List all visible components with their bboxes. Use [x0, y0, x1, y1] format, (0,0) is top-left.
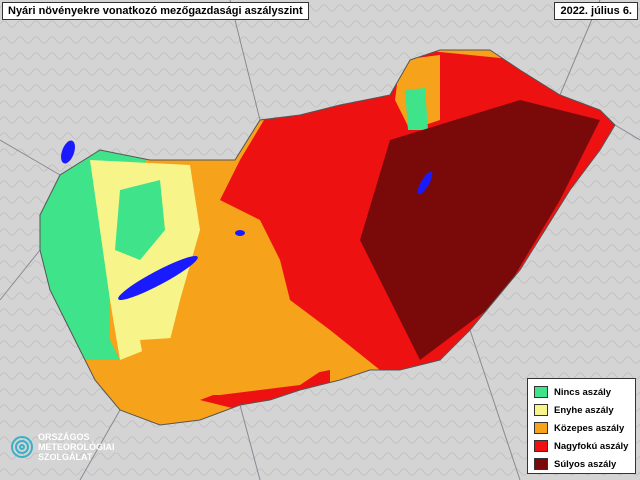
hungary-outline [39, 49, 616, 426]
legend-label: Nagyfokú aszály [554, 440, 629, 452]
logo-line: ORSZÁGOS [38, 432, 90, 442]
legend-item: Nagyfokú aszály [534, 439, 628, 453]
logo-line: METEOROLÓGIAI [38, 442, 115, 452]
legend-swatch [534, 404, 548, 416]
legend-swatch [534, 458, 548, 470]
logo: ORSZÁGOS METEOROLÓGIAI SZOLGÁLAT [10, 432, 115, 462]
legend-swatch [534, 386, 548, 398]
region [40, 140, 160, 360]
region [405, 88, 428, 130]
legend-item: Súlyos aszály [534, 457, 616, 471]
legend-item: Közepes aszály [534, 421, 624, 435]
legend-item: Enyhe aszály [534, 403, 614, 417]
title: Nyári növényekre vonatkozó mezőgazdasági… [2, 2, 309, 20]
date: 2022. július 6. [554, 2, 638, 20]
legend-label: Súlyos aszály [554, 458, 617, 470]
legend-swatch [534, 422, 548, 434]
region [90, 160, 200, 360]
lakes [61, 140, 433, 301]
region [140, 335, 330, 395]
logo-line: SZOLGÁLAT [38, 452, 93, 462]
region [115, 180, 165, 260]
logo-text: ORSZÁGOS METEOROLÓGIAI SZOLGÁLAT [38, 432, 115, 462]
legend: Nincs aszály Enyhe aszály Közepes aszály Na… [527, 378, 636, 474]
logo-mark [11, 436, 33, 458]
legend-label: Közepes aszály [554, 422, 625, 434]
legend-item: Nincs aszály [534, 385, 611, 399]
region [360, 100, 600, 360]
legend-label: Enyhe aszály [554, 404, 614, 416]
legend-label: Nincs aszály [554, 386, 612, 398]
legend-swatch [534, 440, 548, 452]
